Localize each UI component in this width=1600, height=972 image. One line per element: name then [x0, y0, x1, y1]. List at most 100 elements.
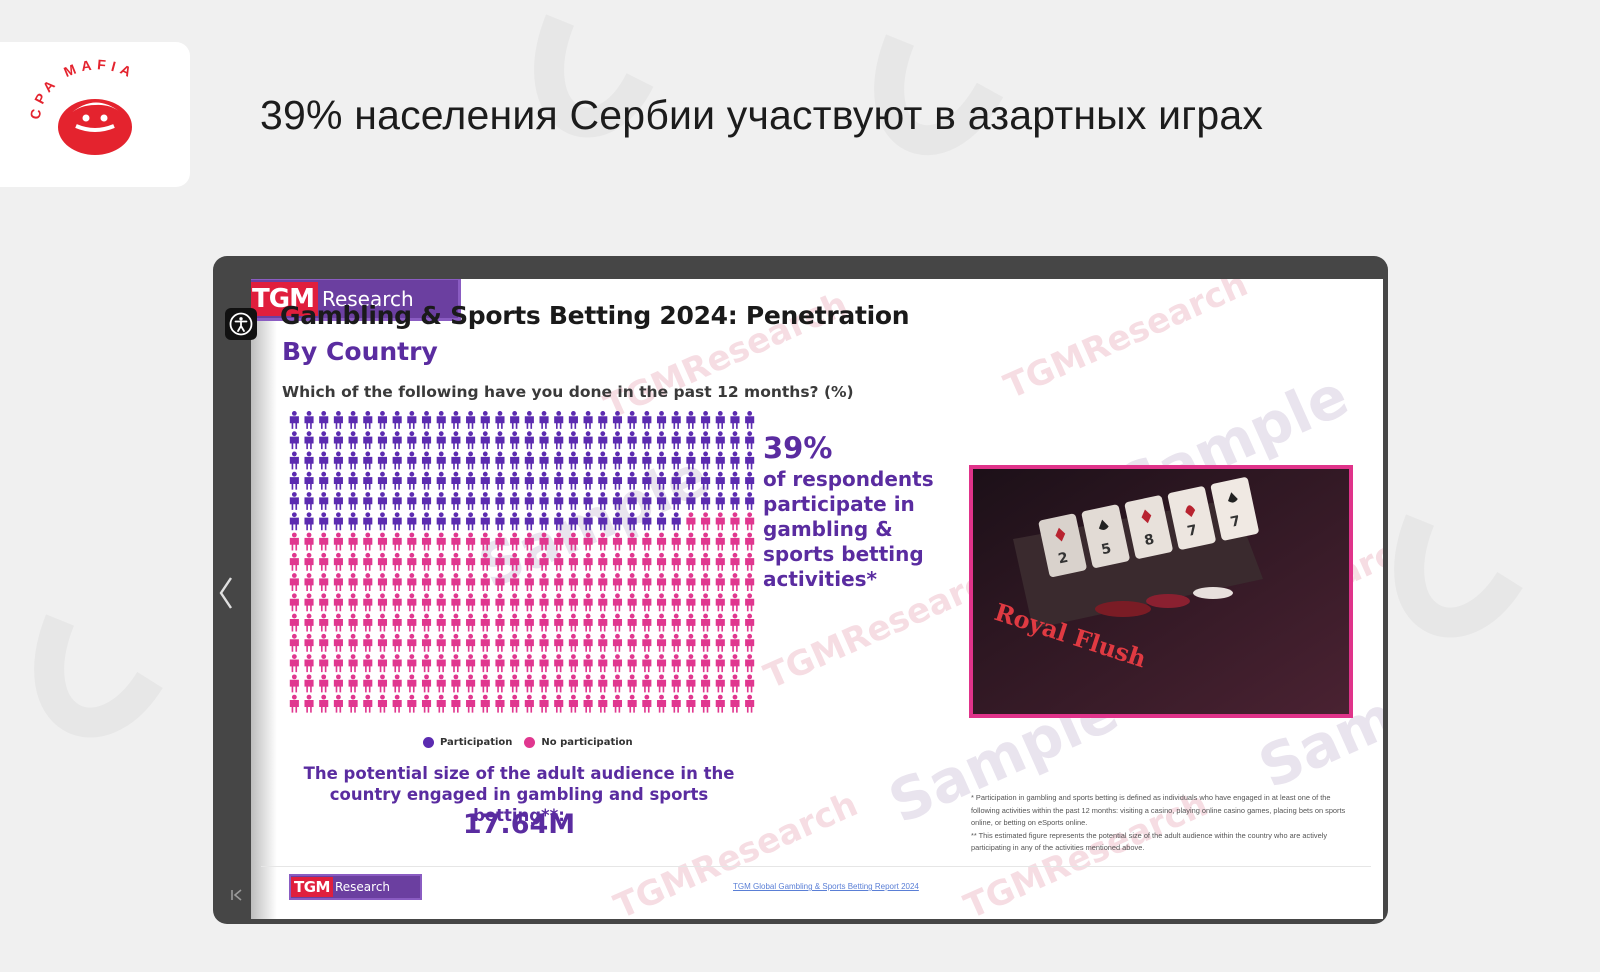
- source-report-link[interactable]: TGM Global Gambling & Sports Betting Rep…: [733, 882, 919, 891]
- person-icon-participation: [612, 492, 623, 510]
- person-icon-no-participation: [524, 613, 534, 632]
- person-icon-no-participation: [715, 633, 725, 652]
- person-icon-participation: [392, 411, 402, 429]
- person-icon-participation: [289, 411, 299, 429]
- person-icon-participation: [656, 411, 667, 429]
- person-icon-no-participation: [510, 593, 520, 612]
- person-icon-no-participation: [642, 654, 652, 673]
- person-icon-no-participation: [701, 694, 711, 713]
- person-icon-participation: [745, 411, 755, 429]
- person-icon-participation: [421, 512, 432, 531]
- tgm-logo-research: Research: [321, 287, 414, 311]
- person-icon-participation: [392, 512, 402, 531]
- person-icon-participation: [421, 451, 432, 470]
- person-icon-no-participation: [510, 674, 520, 693]
- person-icon-participation: [656, 431, 667, 450]
- accessibility-icon[interactable]: [225, 308, 257, 340]
- person-icon-no-participation: [407, 654, 417, 673]
- person-icon-no-participation: [583, 573, 593, 591]
- person-icon-participation: [671, 451, 681, 470]
- slide-viewer[interactable]: Sample Sample Sample Sample TGMResearch …: [213, 256, 1388, 924]
- person-icon-participation: [304, 411, 314, 429]
- person-icon-participation: [730, 411, 740, 429]
- person-icon-participation: [466, 431, 476, 450]
- person-icon-participation: [539, 451, 549, 470]
- person-icon-participation: [289, 471, 299, 490]
- person-icon-participation: [598, 431, 608, 450]
- person-icon-participation: [407, 451, 417, 470]
- person-icon-participation: [304, 512, 314, 531]
- person-icon-no-participation: [715, 552, 725, 571]
- person-icon-no-participation: [598, 532, 608, 551]
- person-icon-no-participation: [333, 552, 343, 571]
- person-icon-participation: [583, 512, 593, 531]
- person-icon-participation: [363, 471, 373, 490]
- person-icon-participation: [377, 471, 388, 490]
- chevron-left-icon[interactable]: [215, 574, 237, 612]
- person-icon-participation: [495, 411, 505, 429]
- person-icon-participation: [524, 451, 534, 470]
- person-icon-participation: [539, 471, 549, 490]
- person-icon-participation: [686, 431, 696, 450]
- person-icon-no-participation: [568, 593, 578, 612]
- brand-logo-card: CPA MAFIA: [0, 42, 190, 187]
- person-icon-no-participation: [656, 573, 667, 591]
- person-icon-no-participation: [451, 694, 461, 713]
- footer-divider: [261, 866, 1371, 867]
- person-icon-no-participation: [715, 694, 725, 713]
- person-icon-no-participation: [363, 613, 373, 632]
- person-icon-participation: [686, 471, 696, 490]
- person-icon-participation: [745, 431, 755, 450]
- first-page-icon[interactable]: [229, 888, 247, 904]
- person-icon-participation: [612, 471, 623, 490]
- person-icon-no-participation: [568, 674, 578, 693]
- brand-logo: CPA MAFIA: [27, 56, 133, 155]
- person-icon-participation: [333, 431, 343, 450]
- person-icon-no-participation: [333, 593, 343, 612]
- person-icon-no-participation: [598, 593, 608, 612]
- person-icon-no-participation: [392, 613, 402, 632]
- footnote-2: ** This estimated figure represents the …: [971, 830, 1328, 853]
- person-icon-no-participation: [539, 633, 549, 652]
- person-icon-participation: [407, 431, 417, 450]
- person-icon-no-participation: [348, 593, 358, 612]
- person-icon-no-participation: [539, 573, 549, 591]
- person-icon-no-participation: [715, 654, 725, 673]
- survey-question: Which of the following have you done in …: [282, 383, 854, 401]
- person-icon-participation: [539, 411, 549, 429]
- person-icon-no-participation: [715, 593, 725, 612]
- person-icon-no-participation: [554, 532, 564, 551]
- person-icon-participation: [524, 431, 534, 450]
- person-icon-participation: [377, 451, 388, 470]
- person-icon-no-participation: [466, 654, 476, 673]
- person-icon-participation: [289, 431, 299, 450]
- person-icon-no-participation: [333, 633, 343, 652]
- person-icon-no-participation: [745, 532, 755, 551]
- person-icon-no-participation: [407, 532, 417, 551]
- tgm-logo-mark: TGM: [251, 282, 318, 316]
- person-icon-no-participation: [701, 532, 711, 551]
- person-icon-participation: [656, 512, 667, 531]
- person-icon-no-participation: [363, 674, 373, 693]
- person-icon-no-participation: [627, 593, 637, 612]
- person-icon-no-participation: [348, 633, 358, 652]
- person-icon-no-participation: [701, 674, 711, 693]
- person-icon-no-participation: [495, 674, 505, 693]
- pictogram-chart: [289, 411, 755, 713]
- person-icon-participation: [333, 411, 343, 429]
- person-icon-no-participation: [554, 552, 564, 571]
- person-icon-participation: [304, 471, 314, 490]
- person-icon-no-participation: [289, 532, 299, 551]
- person-icon-no-participation: [568, 532, 578, 551]
- person-icon-participation: [348, 451, 358, 470]
- person-icon-no-participation: [466, 694, 476, 713]
- person-icon-participation: [319, 451, 329, 470]
- person-icon-no-participation: [642, 573, 652, 591]
- person-icon-participation: [583, 451, 593, 470]
- slide-subtitle: By Country: [282, 337, 438, 366]
- person-icon-no-participation: [363, 633, 373, 652]
- person-icon-no-participation: [671, 532, 681, 551]
- person-icon-participation: [642, 492, 652, 510]
- person-icon-participation: [304, 451, 314, 470]
- person-icon-no-participation: [436, 552, 446, 571]
